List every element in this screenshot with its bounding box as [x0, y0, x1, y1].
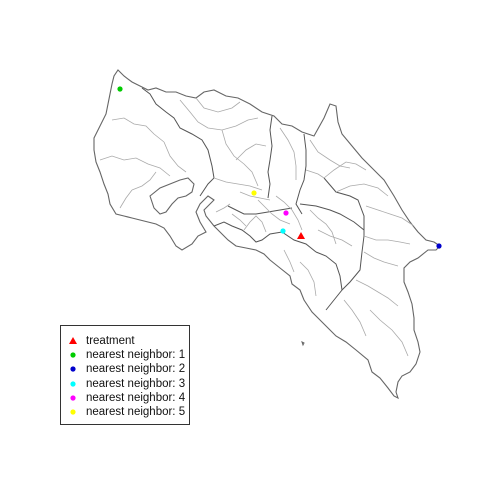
point-nearest-neighbor-5 — [251, 190, 257, 196]
point-nearest-neighbor-4 — [283, 210, 289, 216]
legend-item-nearest-neighbor-2: nearest neighbor: 2 — [61, 362, 189, 376]
legend-label: treatment — [86, 335, 135, 348]
legend-label: nearest neighbor: 1 — [86, 349, 186, 362]
legend-label: nearest neighbor: 3 — [86, 377, 186, 390]
legend-item-nearest-neighbor-4: nearest neighbor: 4 — [61, 391, 189, 405]
legend-item-nearest-neighbor-3: nearest neighbor: 3 — [61, 377, 189, 391]
legend-item-treatment: treatment — [61, 334, 189, 348]
country-outline — [93, 69, 441, 400]
point-treatment — [297, 232, 305, 239]
green-dot-icon — [66, 348, 80, 362]
point-nearest-neighbor-1 — [117, 86, 123, 92]
legend: treatment nearest neighbor: 1 nearest ne… — [60, 325, 190, 425]
canton-borders — [99, 97, 415, 357]
gulf-coast — [149, 177, 195, 215]
legend-item-nearest-neighbor-1: nearest neighbor: 1 — [61, 348, 189, 362]
yellow-dot-icon — [66, 405, 80, 419]
blue-dot-icon — [66, 362, 80, 376]
province-borders — [141, 87, 365, 311]
point-nearest-neighbor-3 — [280, 228, 286, 234]
island — [301, 341, 305, 347]
legend-label: nearest neighbor: 4 — [86, 391, 186, 404]
legend-label: nearest neighbor: 5 — [86, 406, 186, 419]
point-nearest-neighbor-2 — [436, 243, 442, 249]
legend-item-nearest-neighbor-5: nearest neighbor: 5 — [61, 405, 189, 419]
cyan-dot-icon — [66, 377, 80, 391]
map-points — [117, 86, 442, 249]
red-triangle-icon — [66, 334, 80, 348]
magenta-dot-icon — [66, 391, 80, 405]
legend-label: nearest neighbor: 2 — [86, 363, 186, 376]
